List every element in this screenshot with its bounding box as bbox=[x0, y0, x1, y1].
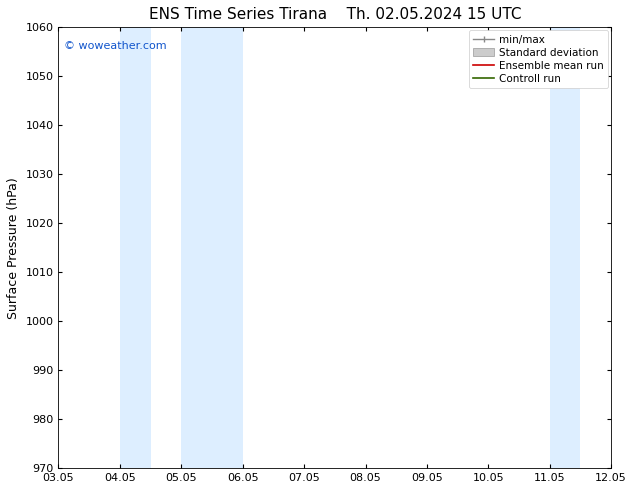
Bar bbox=[611, 27, 634, 468]
Bar bbox=[550, 27, 581, 468]
Bar bbox=[181, 27, 243, 468]
Text: © woweather.com: © woweather.com bbox=[64, 41, 167, 50]
Y-axis label: Surface Pressure (hPa): Surface Pressure (hPa) bbox=[7, 177, 20, 318]
Legend: min/max, Standard deviation, Ensemble mean run, Controll run: min/max, Standard deviation, Ensemble me… bbox=[469, 30, 608, 88]
Bar bbox=[120, 27, 151, 468]
Title: ENS Time Series Tirana    Th. 02.05.2024 15 UTC: ENS Time Series Tirana Th. 02.05.2024 15… bbox=[148, 7, 521, 22]
